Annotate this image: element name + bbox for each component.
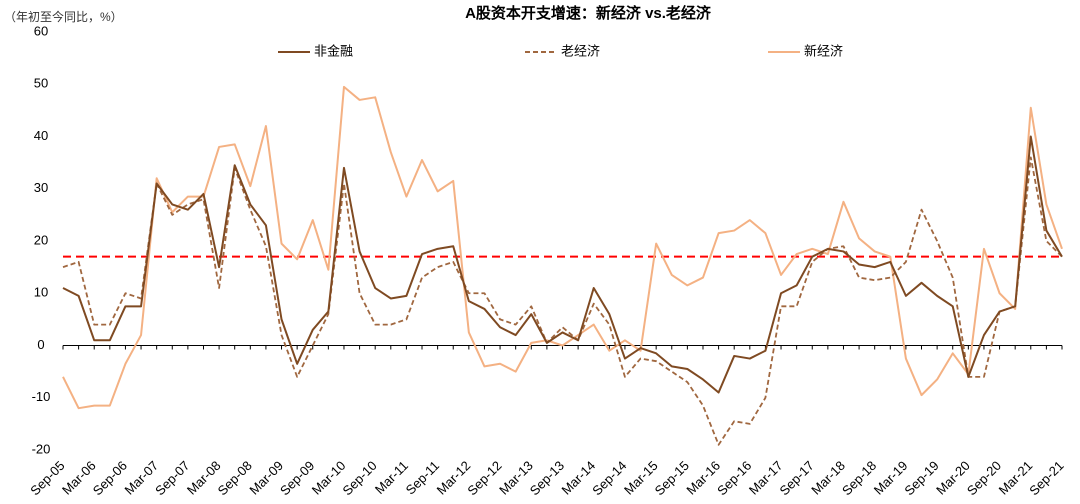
series-line <box>62 85 1063 410</box>
x-tick-label: Sep-07 <box>152 458 192 498</box>
y-tick-label: 10 <box>34 285 48 300</box>
legend-label: 老经济 <box>561 43 600 58</box>
y-tick-label: 60 <box>34 23 48 38</box>
y-tick-label: 20 <box>34 232 48 247</box>
x-tick-label: Sep-17 <box>777 458 817 498</box>
y-tick-label: 40 <box>34 128 48 143</box>
series-line <box>62 156 1063 446</box>
y-tick-label: 50 <box>34 76 48 91</box>
x-tick-label: Sep-08 <box>215 458 255 498</box>
x-tick-label: Mar-11 <box>372 458 411 497</box>
x-tick-label: Sep-09 <box>277 458 317 498</box>
y-tick-label: -10 <box>32 389 51 404</box>
legend-label: 新经济 <box>804 43 843 58</box>
y-tick-label: -20 <box>32 441 51 456</box>
x-tick-label: Sep-19 <box>901 458 941 498</box>
x-tick-label: Sep-06 <box>90 458 130 498</box>
y-tick-label: 30 <box>34 180 48 195</box>
x-tick-label: Sep-05 <box>27 458 67 498</box>
y-tick-label: 0 <box>37 337 44 352</box>
x-tick-label: Sep-16 <box>714 458 754 498</box>
y-axis-label: （年初至今同比，%） <box>4 9 123 24</box>
x-tick-label: Sep-20 <box>964 458 1004 498</box>
x-tick-label: Sep-21 <box>1026 458 1066 498</box>
x-tick-label: Sep-15 <box>652 458 692 498</box>
series-line <box>62 135 1063 394</box>
x-tick-label: Sep-13 <box>527 458 567 498</box>
x-tick-label: Sep-12 <box>464 458 504 498</box>
chart-title: A股资本开支增速：新经济 vs.老经济 <box>465 4 712 22</box>
x-tick-label: Sep-11 <box>403 458 443 498</box>
legend-label: 非金融 <box>314 43 353 58</box>
x-tick-label: Sep-10 <box>339 458 379 498</box>
x-tick-label: Sep-18 <box>839 458 879 498</box>
x-tick-label: Sep-14 <box>589 458 629 498</box>
